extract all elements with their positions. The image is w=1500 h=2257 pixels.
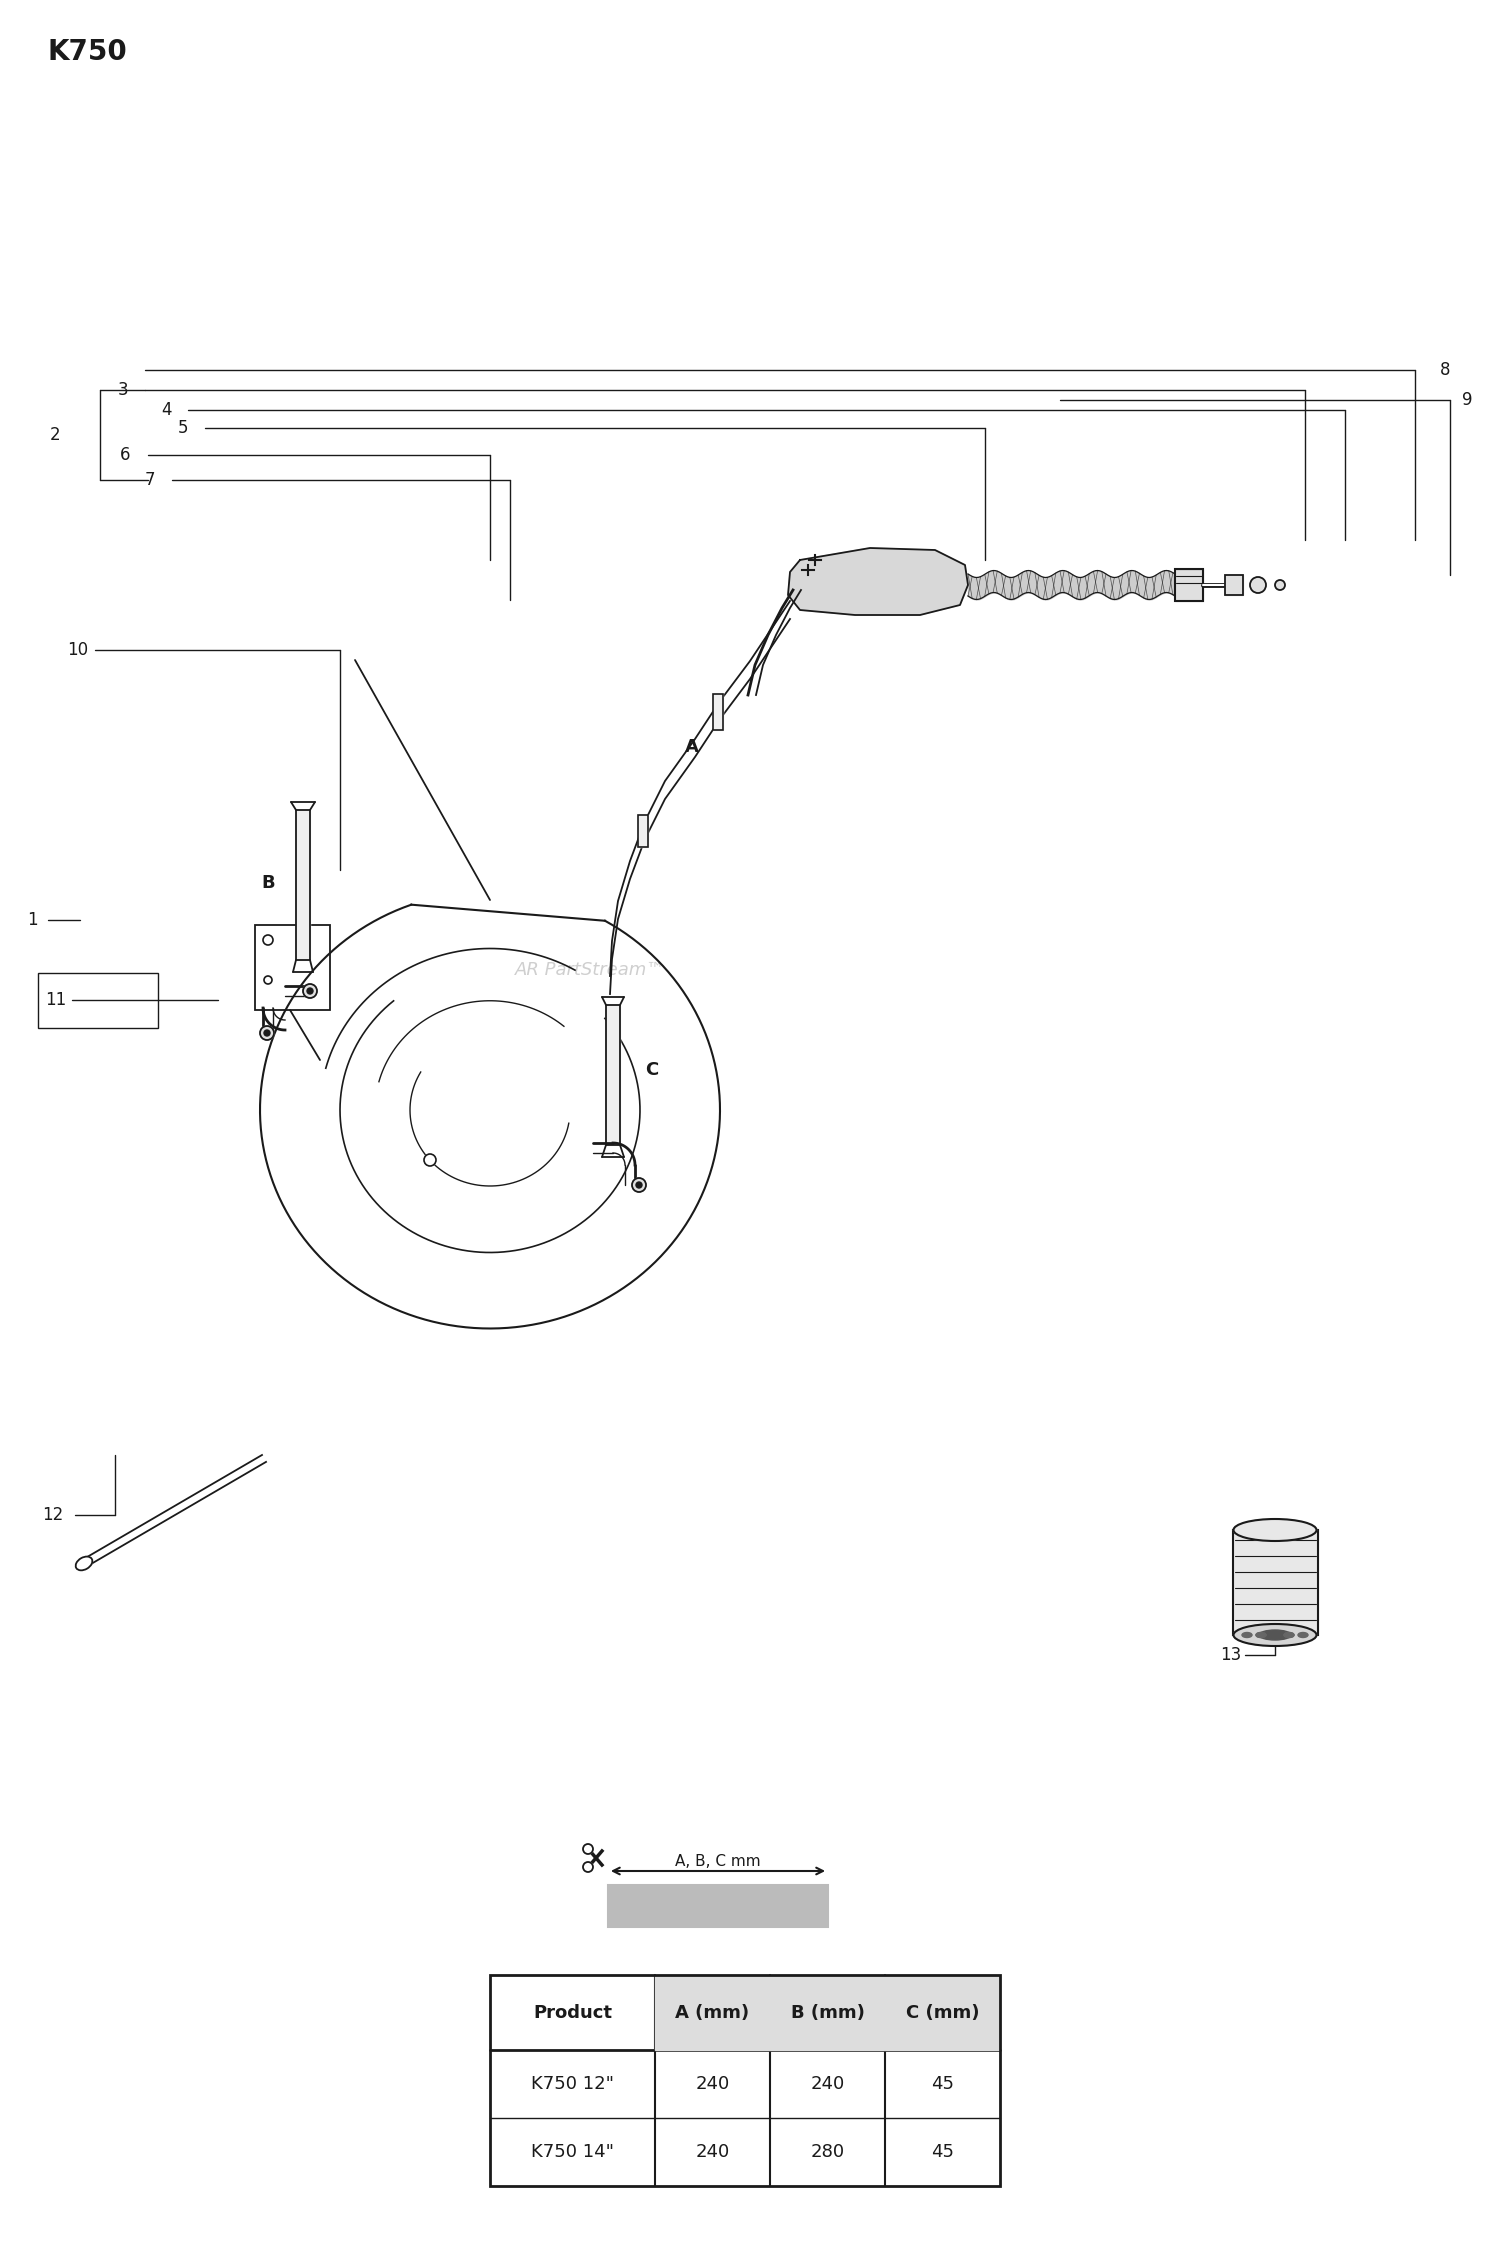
- Ellipse shape: [1284, 1632, 1294, 1639]
- Bar: [1233, 1530, 1318, 1634]
- Text: 240: 240: [810, 2074, 844, 2092]
- Bar: [38, 973, 158, 1027]
- Ellipse shape: [75, 1557, 93, 1571]
- Text: C: C: [645, 1061, 658, 1079]
- Bar: [296, 810, 310, 959]
- Circle shape: [636, 1183, 642, 1187]
- Text: B (mm): B (mm): [790, 2004, 864, 2022]
- Bar: [1174, 569, 1203, 600]
- Bar: [490, 1975, 1000, 2187]
- Bar: [1233, 1530, 1318, 1634]
- Text: 3: 3: [117, 381, 128, 399]
- Text: K750: K750: [48, 38, 128, 65]
- Bar: [296, 810, 310, 959]
- Ellipse shape: [1256, 1632, 1266, 1639]
- Bar: [638, 815, 648, 846]
- Text: 7: 7: [144, 472, 154, 490]
- Text: 11: 11: [45, 991, 66, 1009]
- Circle shape: [262, 934, 273, 946]
- Text: 45: 45: [932, 2074, 954, 2092]
- Text: 240: 240: [696, 2074, 729, 2092]
- Text: AR PartStream™: AR PartStream™: [514, 961, 664, 980]
- Ellipse shape: [1284, 1632, 1294, 1639]
- Bar: [540, 1885, 608, 1927]
- Bar: [608, 1885, 828, 1927]
- Text: 280: 280: [810, 2142, 844, 2160]
- Text: 1: 1: [27, 912, 38, 930]
- Text: A: A: [686, 738, 699, 756]
- Ellipse shape: [1242, 1632, 1252, 1639]
- Text: B: B: [261, 873, 274, 892]
- Text: 45: 45: [932, 2142, 954, 2160]
- Circle shape: [264, 1029, 270, 1036]
- Text: K750 12": K750 12": [531, 2074, 614, 2092]
- Circle shape: [632, 1178, 646, 1192]
- Text: 4: 4: [162, 402, 172, 420]
- Text: Product: Product: [532, 2004, 612, 2022]
- Text: C (mm): C (mm): [906, 2004, 980, 2022]
- Ellipse shape: [1256, 1632, 1266, 1639]
- Circle shape: [1250, 578, 1266, 594]
- Bar: [255, 925, 330, 1009]
- Polygon shape: [788, 548, 968, 614]
- Circle shape: [584, 1844, 592, 1853]
- Text: 5: 5: [177, 420, 188, 438]
- Text: 9: 9: [1462, 390, 1473, 409]
- Text: 2: 2: [50, 427, 60, 445]
- Text: 13: 13: [1220, 1645, 1242, 1663]
- Text: 10: 10: [68, 641, 88, 659]
- Circle shape: [260, 1027, 274, 1040]
- Bar: [712, 693, 723, 729]
- Ellipse shape: [1258, 1630, 1292, 1641]
- Bar: [606, 1004, 619, 1144]
- Bar: [638, 815, 648, 846]
- Circle shape: [1275, 580, 1286, 589]
- Circle shape: [303, 984, 316, 998]
- Text: 6: 6: [120, 447, 130, 465]
- Circle shape: [424, 1153, 436, 1167]
- Bar: [1226, 576, 1244, 596]
- Bar: [656, 1975, 1000, 2049]
- Bar: [606, 1004, 619, 1144]
- Ellipse shape: [1298, 1632, 1308, 1639]
- Text: 8: 8: [1440, 361, 1450, 379]
- Circle shape: [264, 975, 272, 984]
- Text: A (mm): A (mm): [675, 2004, 750, 2022]
- Ellipse shape: [1233, 1625, 1317, 1645]
- Ellipse shape: [1233, 1519, 1317, 1542]
- Circle shape: [584, 1862, 592, 1871]
- Circle shape: [308, 989, 314, 993]
- Text: K750 14": K750 14": [531, 2142, 614, 2160]
- Text: 12: 12: [42, 1505, 63, 1523]
- Text: A, B, C mm: A, B, C mm: [675, 1853, 760, 1869]
- Bar: [1174, 569, 1203, 600]
- Bar: [712, 693, 723, 729]
- Bar: [1226, 576, 1244, 596]
- Text: 240: 240: [696, 2142, 729, 2160]
